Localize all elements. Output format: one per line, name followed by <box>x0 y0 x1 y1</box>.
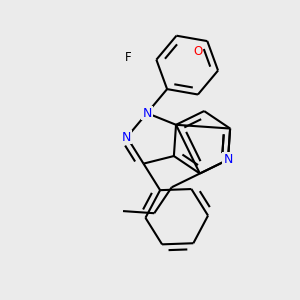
Text: F: F <box>125 51 132 64</box>
Text: N: N <box>223 153 233 166</box>
Text: N: N <box>142 106 152 120</box>
Text: O: O <box>194 45 202 58</box>
Text: N: N <box>122 130 132 144</box>
